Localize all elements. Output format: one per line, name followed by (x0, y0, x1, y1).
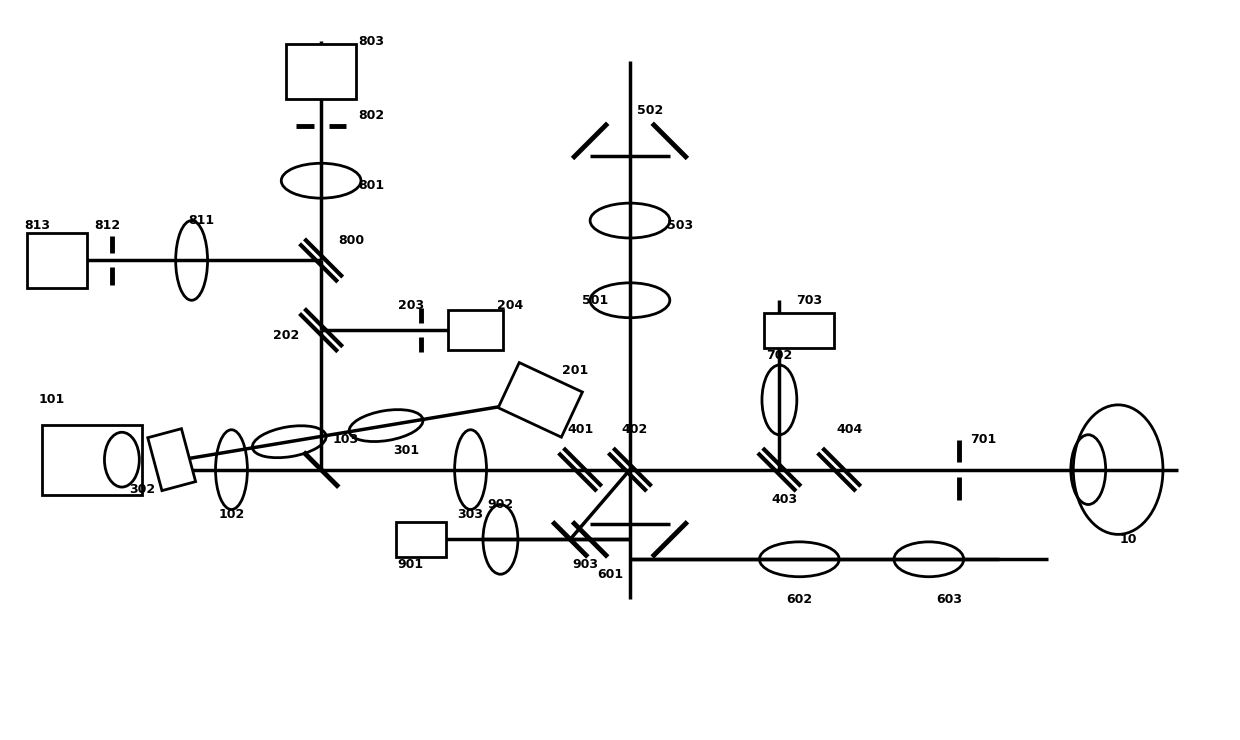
Text: 812: 812 (94, 219, 120, 232)
Text: 602: 602 (786, 593, 812, 605)
Text: 401: 401 (567, 423, 593, 437)
Text: 701: 701 (971, 433, 997, 446)
Text: 702: 702 (766, 349, 792, 362)
Text: 603: 603 (936, 593, 962, 605)
Text: 403: 403 (771, 493, 797, 506)
Text: 601: 601 (596, 568, 624, 581)
Text: 800: 800 (339, 234, 365, 247)
Text: 103: 103 (334, 433, 360, 446)
Text: 811: 811 (188, 214, 215, 227)
Text: 302: 302 (129, 483, 155, 496)
Text: 204: 204 (497, 299, 523, 312)
Text: 802: 802 (358, 110, 384, 122)
Text: 303: 303 (458, 508, 484, 521)
Text: 202: 202 (273, 329, 299, 342)
Bar (448, 310, 503, 350)
Text: 203: 203 (398, 299, 424, 312)
Text: 902: 902 (487, 498, 513, 511)
Text: 801: 801 (358, 179, 384, 192)
Text: 101: 101 (38, 394, 66, 406)
Text: 803: 803 (358, 35, 384, 48)
Polygon shape (148, 428, 196, 491)
Bar (27, 233, 87, 288)
Text: 502: 502 (637, 104, 663, 118)
Text: 903: 903 (572, 558, 598, 571)
Bar (42, 425, 141, 494)
Text: 703: 703 (796, 294, 822, 307)
Text: 402: 402 (621, 423, 649, 437)
Bar (286, 44, 356, 98)
Text: 102: 102 (218, 508, 244, 521)
Text: 501: 501 (582, 294, 608, 307)
Bar (764, 313, 835, 348)
Polygon shape (498, 363, 583, 437)
Text: 503: 503 (667, 219, 693, 232)
Text: 201: 201 (562, 363, 588, 377)
Text: 10: 10 (1120, 533, 1137, 546)
Text: 813: 813 (25, 219, 50, 232)
Text: 301: 301 (393, 444, 419, 457)
Bar (396, 522, 445, 556)
Text: 404: 404 (836, 423, 862, 437)
Text: 901: 901 (398, 558, 424, 571)
